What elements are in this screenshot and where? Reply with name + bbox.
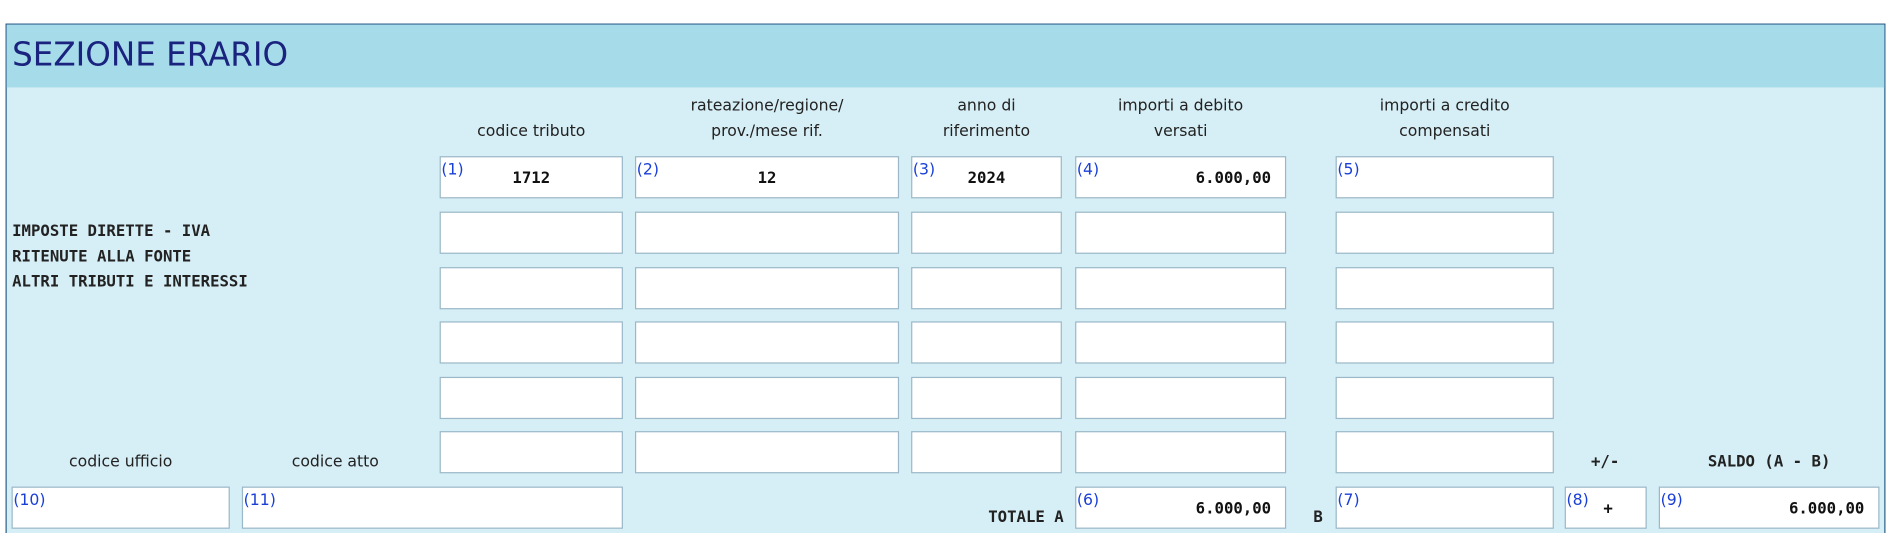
input-field[interactable]	[634, 321, 900, 364]
field-number: (6)	[1077, 490, 1099, 509]
field-value: 12	[758, 168, 777, 187]
input-field[interactable]	[1564, 486, 1647, 529]
input-field[interactable]	[439, 321, 623, 364]
input-field[interactable]	[439, 156, 623, 199]
input-field[interactable]	[911, 376, 1062, 420]
row-label: ALTRI TRIBUTI E INTERESSI	[12, 272, 248, 291]
field-value: 6.000,00	[1196, 498, 1271, 517]
column-header: importi a credito	[1380, 96, 1510, 115]
input-field[interactable]	[911, 156, 1062, 199]
input-field[interactable]	[1335, 267, 1554, 310]
field-number: (5)	[1337, 160, 1359, 179]
column-header: +/-	[1591, 451, 1619, 470]
input-field[interactable]	[1335, 376, 1554, 420]
field-number: (4)	[1077, 160, 1099, 179]
column-header: rateazione/regione/	[691, 96, 845, 115]
input-field[interactable]	[439, 431, 623, 474]
input-field[interactable]	[1075, 321, 1287, 364]
input-field[interactable]	[1075, 486, 1287, 529]
field-value: +	[1603, 498, 1612, 517]
input-field[interactable]	[439, 267, 623, 310]
input-field[interactable]	[1075, 431, 1287, 474]
input-field[interactable]	[634, 156, 900, 199]
input-field[interactable]	[439, 376, 623, 420]
field-number: (1)	[441, 160, 463, 179]
input-field[interactable]	[911, 321, 1062, 364]
column-header: versati	[1154, 121, 1208, 140]
input-field[interactable]	[241, 486, 623, 529]
column-header: SALDO (A - B)	[1708, 451, 1831, 470]
input-field[interactable]	[11, 486, 230, 529]
input-field[interactable]	[634, 211, 900, 254]
input-field[interactable]	[1075, 156, 1287, 199]
column-header: compensati	[1399, 121, 1490, 140]
input-field[interactable]	[1658, 486, 1880, 529]
column-header: codice tributo	[477, 121, 585, 140]
section-title: SEZIONE ERARIO	[12, 36, 288, 74]
section-header	[6, 24, 1885, 88]
field-number: (9)	[1661, 490, 1683, 509]
input-field[interactable]	[1075, 267, 1287, 310]
input-field[interactable]	[634, 431, 900, 474]
total-label: TOTALE A	[988, 507, 1064, 526]
input-field[interactable]	[439, 211, 623, 254]
input-field[interactable]	[1335, 486, 1554, 529]
input-field[interactable]	[634, 267, 900, 310]
input-field[interactable]	[1335, 321, 1554, 364]
field-number: (11)	[244, 490, 276, 509]
input-field[interactable]	[1335, 156, 1554, 199]
column-header: prov./mese rif.	[711, 121, 823, 140]
input-field[interactable]	[911, 267, 1062, 310]
input-field[interactable]	[1075, 376, 1287, 420]
input-field[interactable]	[1335, 431, 1554, 474]
column-header: codice atto	[292, 451, 379, 470]
row-label: IMPOSTE DIRETTE - IVA	[12, 221, 211, 240]
input-field[interactable]	[634, 376, 900, 420]
field-value: 1712	[512, 168, 550, 187]
column-header: codice ufficio	[69, 451, 172, 470]
input-field[interactable]	[1335, 211, 1554, 254]
field-number: (8)	[1567, 490, 1589, 509]
field-number: (10)	[13, 490, 45, 509]
field-number: (7)	[1337, 490, 1359, 509]
field-number: (2)	[637, 160, 659, 179]
column-header: importi a debito	[1118, 96, 1243, 115]
input-field[interactable]	[911, 431, 1062, 474]
total-label: B	[1313, 507, 1322, 526]
field-value: 2024	[968, 168, 1006, 187]
field-value: 6.000,00	[1196, 168, 1271, 187]
column-header: anno di	[957, 96, 1015, 115]
row-label: RITENUTE ALLA FONTE	[12, 246, 191, 265]
column-header: riferimento	[943, 121, 1030, 140]
input-field[interactable]	[911, 211, 1062, 254]
field-value: 6.000,00	[1789, 498, 1864, 517]
input-field[interactable]	[1075, 211, 1287, 254]
field-number: (3)	[913, 160, 935, 179]
